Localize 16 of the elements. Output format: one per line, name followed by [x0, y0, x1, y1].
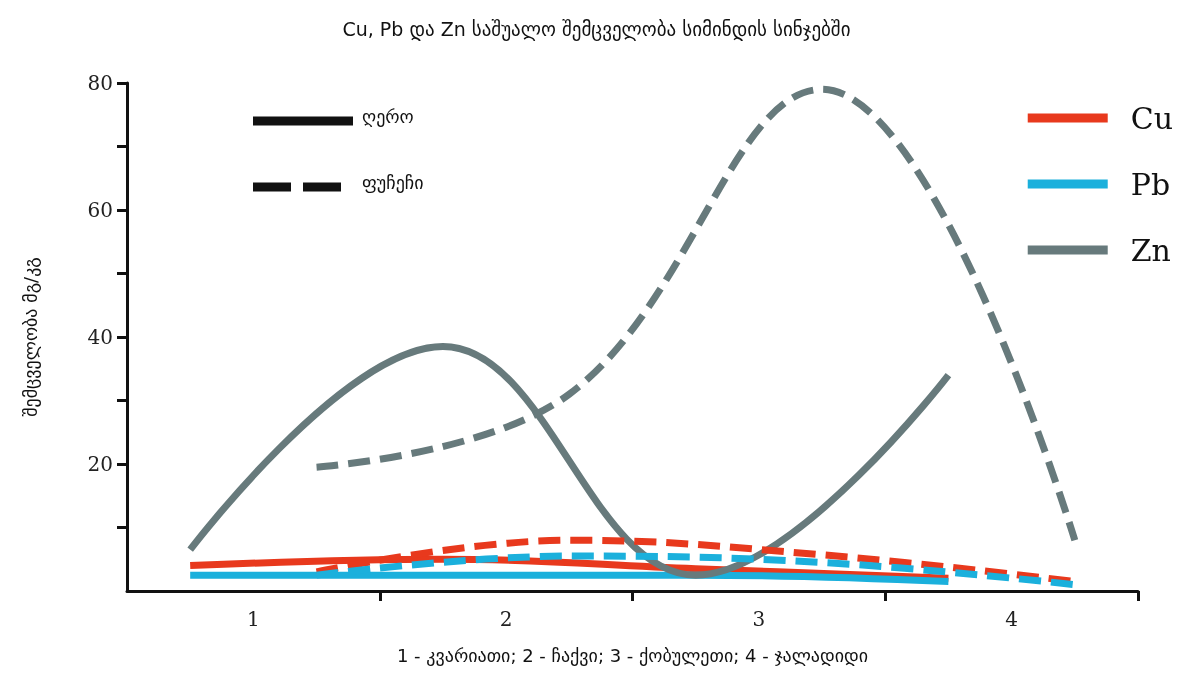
annotation: ღერო: [362, 105, 414, 127]
y-tick-label: 80: [87, 71, 113, 95]
x-tick-label: 4: [1005, 607, 1018, 631]
legend-label: Cu: [1130, 100, 1174, 136]
x-axis-title: 1 - კვარიათი; 2 - ჩაქვი; 3 - ქობულეთი; 4 - ჯალადიდი: [396, 644, 869, 666]
y-tick-label: 20: [87, 452, 113, 476]
chart-title: Cu, Pb და Zn საშუალო შემცველობა სიმინდის სინჯებში: [342, 17, 851, 41]
y-axis-title: შემცველობა მგ/კგ: [19, 257, 41, 417]
x-tick-label: 1: [247, 607, 260, 631]
x-tick-label: 3: [752, 607, 766, 631]
legend-label: Zn: [1130, 232, 1171, 268]
y-tick-label: 60: [87, 198, 113, 222]
x-tick-label: 2: [499, 607, 513, 631]
annotation: ფუჩეჩი: [362, 171, 424, 193]
legend-label: Pb: [1130, 166, 1171, 202]
y-tick-label: 40: [87, 325, 113, 349]
